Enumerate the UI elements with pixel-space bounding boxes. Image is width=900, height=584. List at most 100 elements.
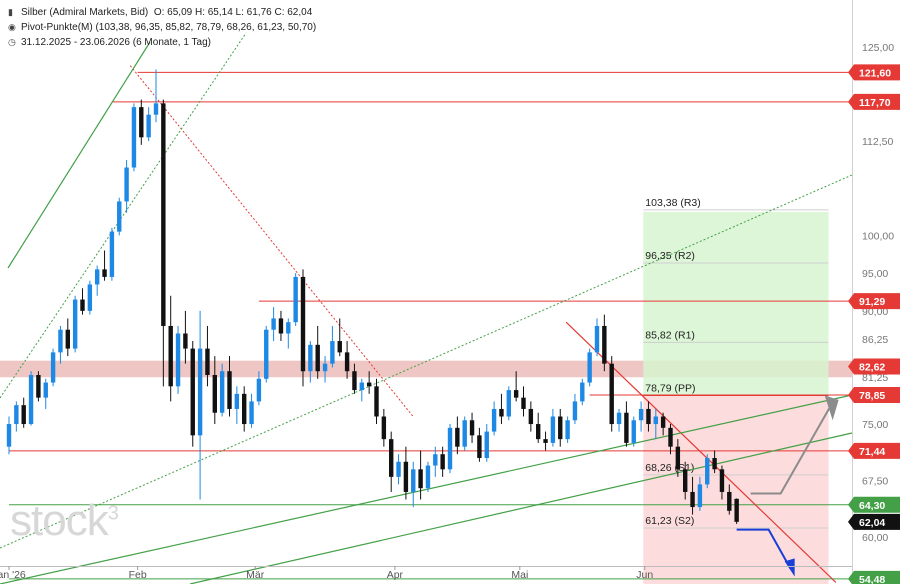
candle <box>734 498 739 524</box>
candle <box>80 288 85 315</box>
bullish-scenario-arrow <box>750 405 832 495</box>
candle <box>337 318 342 357</box>
y-tick-label: 81,25 <box>862 372 888 384</box>
candle <box>616 408 622 432</box>
candle <box>690 476 695 515</box>
candle <box>499 393 504 425</box>
pivot-readout: Pivot-Punkte(M) (103,38, 96,35, 85,82, 7… <box>21 22 317 33</box>
candle <box>543 431 548 451</box>
pivot-label: 85,82 (R1) <box>645 329 695 341</box>
candle <box>580 378 585 406</box>
candle <box>36 371 41 402</box>
level-badge <box>848 64 900 81</box>
x-tick-label: Apr <box>387 569 404 581</box>
candle <box>675 439 681 477</box>
candle <box>455 416 460 455</box>
pivot-label: 103,38 (R3) <box>645 197 700 209</box>
pivot-label: 96,35 (R2) <box>645 250 695 262</box>
level-badge-label: 82,62 <box>859 362 885 374</box>
candle <box>109 227 115 281</box>
candle <box>536 412 541 443</box>
x-tick-label: Jun <box>636 569 653 581</box>
candle <box>87 280 93 315</box>
candle <box>366 371 372 394</box>
candle <box>712 450 717 474</box>
instrument-name: Silber (Admiral Markets, Bid) <box>21 7 149 18</box>
x-tick-label: Mai <box>511 569 528 581</box>
level-badge <box>848 358 900 375</box>
channel-line-upper <box>0 394 853 584</box>
y-tick-label: 95,00 <box>862 268 888 280</box>
candle <box>602 314 607 372</box>
level-badge-label: 117,70 <box>859 97 891 109</box>
candle <box>433 446 438 477</box>
candle <box>322 356 328 383</box>
candle <box>425 461 431 492</box>
candle <box>440 446 445 477</box>
level-badge <box>848 496 900 513</box>
level-badge <box>848 93 900 110</box>
bearish-scenario-arrow <box>736 528 792 570</box>
candle <box>587 348 592 387</box>
candle <box>705 454 710 489</box>
y-tick-label: 60,00 <box>862 532 888 544</box>
dotted-channel-line <box>0 174 853 549</box>
long-target-box <box>643 211 829 396</box>
y-tick-label: 67,50 <box>862 476 888 488</box>
candle <box>21 397 26 428</box>
candle <box>117 197 122 236</box>
candle <box>205 325 210 387</box>
candle <box>550 408 556 447</box>
candle <box>219 363 225 417</box>
candle <box>638 401 644 432</box>
candle <box>646 401 651 432</box>
x-tick-label: Jan '26 <box>0 569 26 581</box>
uptrend-line <box>7 41 151 269</box>
candle <box>293 273 298 326</box>
candle <box>212 356 217 425</box>
candle <box>256 371 262 406</box>
chart-legend: ▮ Silber (Admiral Markets, Bid) O: 65,09… <box>8 5 316 50</box>
candle <box>28 371 34 426</box>
candle <box>308 341 313 383</box>
x-tick-label: Feb <box>129 569 147 581</box>
candle <box>271 307 276 342</box>
resistance-zone <box>0 360 852 378</box>
clock-icon: ◷ <box>8 37 16 47</box>
candle <box>95 265 100 296</box>
candle <box>418 450 423 500</box>
candle <box>558 408 563 447</box>
candle <box>175 325 181 394</box>
candle <box>484 424 489 462</box>
dotted-uptrend-line <box>0 32 247 399</box>
y-tick-label: 125,00 <box>862 42 894 54</box>
candle <box>477 427 482 462</box>
level-badge-label: 71,44 <box>859 446 885 458</box>
candle <box>447 424 453 474</box>
candle <box>183 310 188 364</box>
candle <box>161 99 166 387</box>
target-icon: ◉ <box>8 22 16 32</box>
candle <box>300 269 306 387</box>
candle <box>168 295 173 402</box>
candle <box>65 318 70 357</box>
level-badge-label: 121,60 <box>859 67 891 79</box>
candle <box>278 310 284 342</box>
candle <box>43 378 48 409</box>
candle <box>249 393 254 428</box>
candle <box>565 416 570 443</box>
candle <box>72 295 78 353</box>
candle <box>396 454 401 485</box>
candle <box>264 325 269 383</box>
candle <box>146 107 151 142</box>
candle <box>227 356 232 417</box>
candle <box>697 476 703 511</box>
candle <box>462 416 467 451</box>
candle <box>624 401 629 447</box>
candle <box>153 69 159 123</box>
candle <box>403 446 409 500</box>
candle <box>124 159 129 213</box>
candle <box>286 318 291 349</box>
candle <box>469 412 475 443</box>
